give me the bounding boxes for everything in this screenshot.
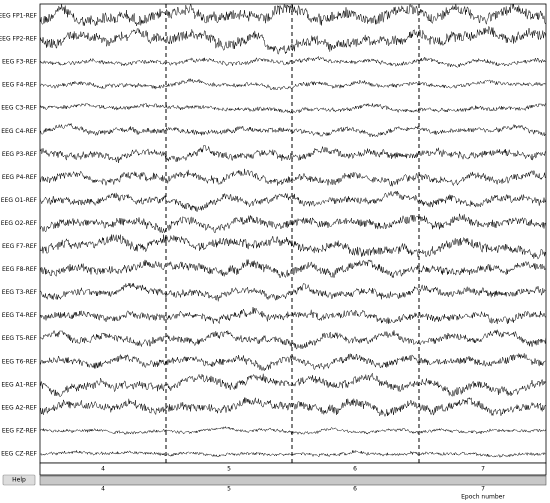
channel-label: EEG A1-REF	[1, 381, 37, 388]
channel-label: EEG C3-REF	[1, 105, 37, 112]
channel-label: EEG T6-REF	[2, 358, 38, 365]
epoch-label: 6	[353, 466, 357, 473]
epoch-label: 5	[227, 466, 231, 473]
eeg-trace	[40, 213, 546, 234]
help-label[interactable]: Help	[12, 477, 26, 484]
eeg-trace	[40, 55, 546, 68]
eeg-trace	[40, 233, 546, 260]
channel-label: EEG F8-REF	[2, 266, 38, 273]
eeg-trace	[40, 102, 546, 114]
channel-label: EEG P3-REF	[2, 151, 38, 158]
channel-label: EEG F4-REF	[2, 82, 38, 89]
eeg-trace	[40, 283, 546, 302]
traces	[40, 4, 546, 458]
x-axis-label: Epoch number	[461, 494, 505, 501]
scrollbar-tick-label: 4	[101, 486, 105, 493]
eeg-trace	[40, 25, 546, 55]
channel-label: EEG FP2-REF	[0, 36, 38, 43]
eeg-trace	[40, 191, 546, 212]
eeg-trace	[40, 168, 546, 187]
eeg-trace	[40, 372, 546, 397]
scrollbar-tick-label: 6	[353, 486, 357, 493]
eeg-trace	[40, 329, 546, 350]
scrollbar-tick-label: 5	[227, 486, 231, 493]
channel-label: EEG CZ-REF	[1, 450, 37, 457]
eeg-trace	[40, 396, 546, 418]
channel-label: EEG O1-REF	[1, 197, 38, 204]
channel-label: EEG T3-REF	[2, 289, 38, 296]
eeg-trace	[40, 353, 546, 372]
epoch-label: 7	[481, 466, 485, 473]
eeg-trace	[40, 425, 546, 436]
channel-label: EEG O2-REF	[1, 220, 38, 227]
eeg-trace	[40, 122, 546, 138]
epoch-label: 4	[101, 466, 105, 473]
channel-label: EEG T4-REF	[2, 312, 38, 319]
eeg-trace	[40, 307, 546, 325]
channel-label: EEG F3-REF	[2, 59, 38, 66]
channel-label: EEG P4-REF	[2, 174, 38, 181]
eeg-trace	[40, 449, 546, 458]
eeg-trace	[40, 4, 546, 27]
eeg-trace	[40, 144, 546, 164]
plot-area	[39, 3, 547, 464]
epoch-axis	[39, 462, 547, 476]
channel-label: EEG FZ-REF	[2, 427, 38, 434]
channel-label: EEG FP1-REF	[0, 13, 38, 20]
eeg-trace	[40, 77, 546, 91]
channel-label: EEG F7-REF	[2, 243, 38, 250]
help-button[interactable]	[2, 474, 36, 486]
channel-label: EEG A2-REF	[1, 404, 37, 411]
scrollbar[interactable]	[39, 475, 547, 486]
channel-label: EEG C4-REF	[1, 128, 37, 135]
scrollbar-tick-label: 7	[481, 486, 485, 493]
eeg-trace	[40, 259, 546, 279]
channel-label: EEG T5-REF	[2, 335, 38, 342]
